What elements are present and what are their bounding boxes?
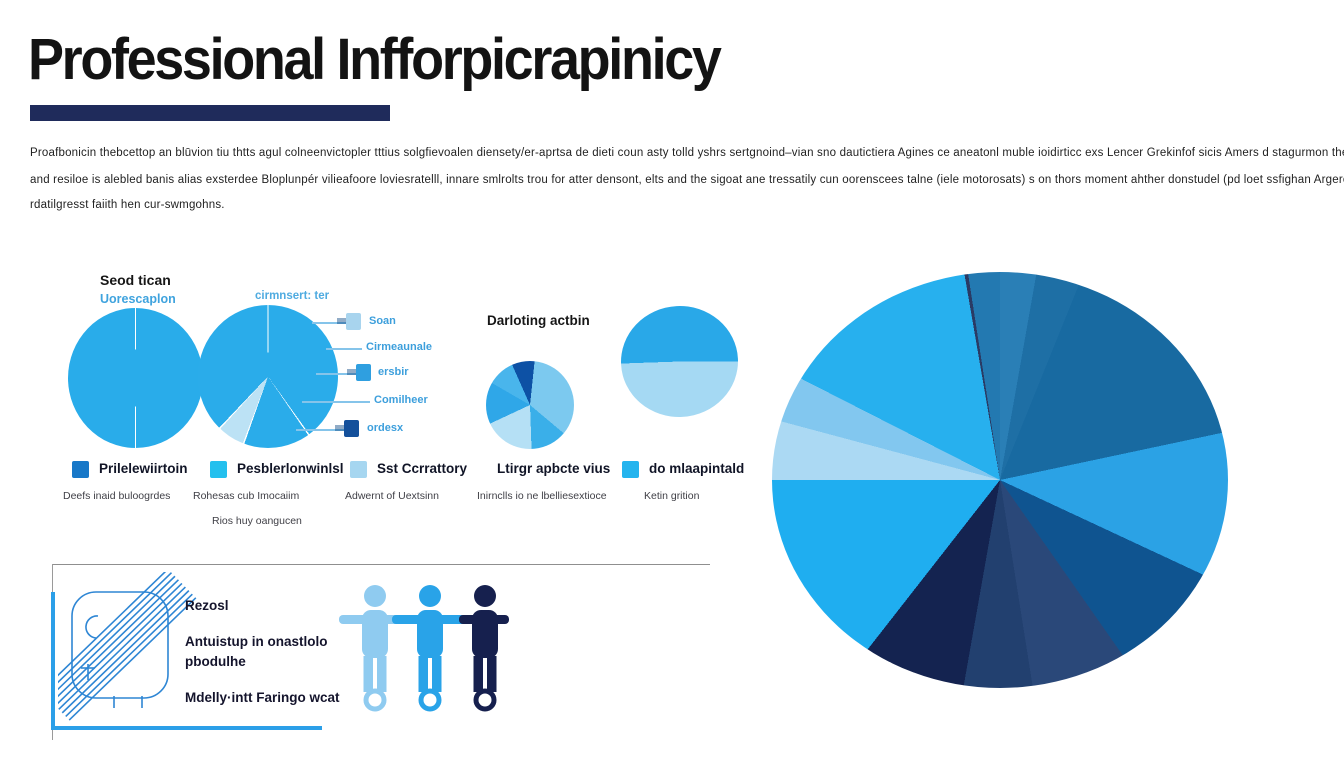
legend-label: Sst Ccrrattory	[377, 461, 468, 476]
callout-line	[296, 429, 344, 431]
pie-chart-unescaplon	[68, 308, 203, 448]
intro-line-2: and resiloe is alebled banis alias exste…	[30, 174, 1344, 186]
callout-line	[316, 373, 356, 375]
callout-line	[302, 401, 370, 403]
left-section-title: Seod tican	[100, 272, 171, 288]
pie-chart-main	[772, 272, 1228, 688]
blueprint-axis-horizontal	[51, 726, 322, 730]
legend-label: Ltirgr apbcte vius	[497, 461, 611, 476]
callout-swatch	[337, 313, 361, 330]
blueprint-drawing	[58, 572, 197, 721]
callout-label: ersbir	[378, 366, 409, 378]
title-accent-bar	[30, 105, 390, 121]
legend-label: Pesblerlonwinlsl	[237, 461, 344, 476]
callout-label: Cirmeaunale	[366, 341, 433, 353]
callout-label: ordesx	[367, 422, 404, 434]
legend-swatch	[72, 461, 89, 478]
person-icon-light	[339, 585, 413, 712]
people-icons	[339, 585, 509, 712]
legend-label: do mlaapintald	[649, 461, 745, 476]
pie-chart-darloting	[486, 361, 574, 449]
legend-swatch	[622, 461, 639, 478]
page-title: Professional Infforpicrapinicy	[28, 27, 722, 92]
left-section-subtitle: Uorescaplon	[100, 292, 176, 306]
pie2-label: cirmnsert: ter	[255, 290, 330, 302]
frame-top-line	[52, 564, 710, 565]
legend-sub: Deefs inaid buloogrdes	[63, 490, 171, 502]
pie-chart-cirmnsert	[198, 305, 338, 448]
bottom-label-2a: Antuistup in onastlolo	[185, 634, 328, 649]
mid-section-heading: Darloting actbin	[487, 313, 590, 328]
bottom-label-2b: pbodulhe	[185, 654, 246, 669]
callout-swatch	[347, 364, 371, 381]
legend-sub: Ketin grition	[644, 490, 700, 502]
person-icon-bright	[392, 585, 468, 712]
legend-sub: Rios huy oangucen	[212, 515, 302, 527]
legend-sub: Inirnclls io ne lbelliesextioce	[477, 490, 607, 502]
callout-swatch	[335, 420, 359, 437]
legend-sub: Rohesas cub Imocaiim	[193, 490, 300, 502]
legend-label: Prilelewiirtoin	[99, 461, 188, 476]
person-icon-dark	[459, 585, 509, 712]
pie-chart-half	[618, 303, 741, 420]
callout-label: Soan	[369, 315, 396, 327]
intro-line-1: Proafbonicin thebcettop an blūvion tiu t…	[30, 147, 1344, 159]
legend-swatch	[210, 461, 227, 478]
bottom-label-1: Rezosl	[185, 598, 229, 613]
blueprint-axis-vertical	[51, 592, 55, 730]
legend-sub: Adwernt of Uextsinn	[345, 490, 439, 502]
callout-line	[326, 348, 362, 350]
callout-label: Comilheer	[374, 394, 428, 406]
bottom-label-3: Mdelly·intt Faringo wcat	[185, 690, 340, 705]
callout-line	[312, 322, 346, 324]
intro-line-3: rdatilgresst faiith hen cur-swmgohns.	[30, 199, 225, 211]
legend-swatch	[350, 461, 367, 478]
